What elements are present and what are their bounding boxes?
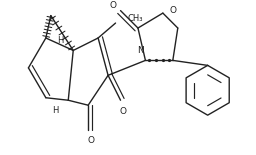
- Text: O: O: [110, 1, 116, 10]
- Text: O: O: [169, 6, 176, 15]
- Text: CH₃: CH₃: [128, 14, 144, 23]
- Text: H: H: [58, 36, 64, 45]
- Text: H: H: [53, 106, 59, 115]
- Text: O: O: [120, 107, 126, 116]
- Text: N: N: [137, 46, 144, 55]
- Text: O: O: [87, 136, 94, 145]
